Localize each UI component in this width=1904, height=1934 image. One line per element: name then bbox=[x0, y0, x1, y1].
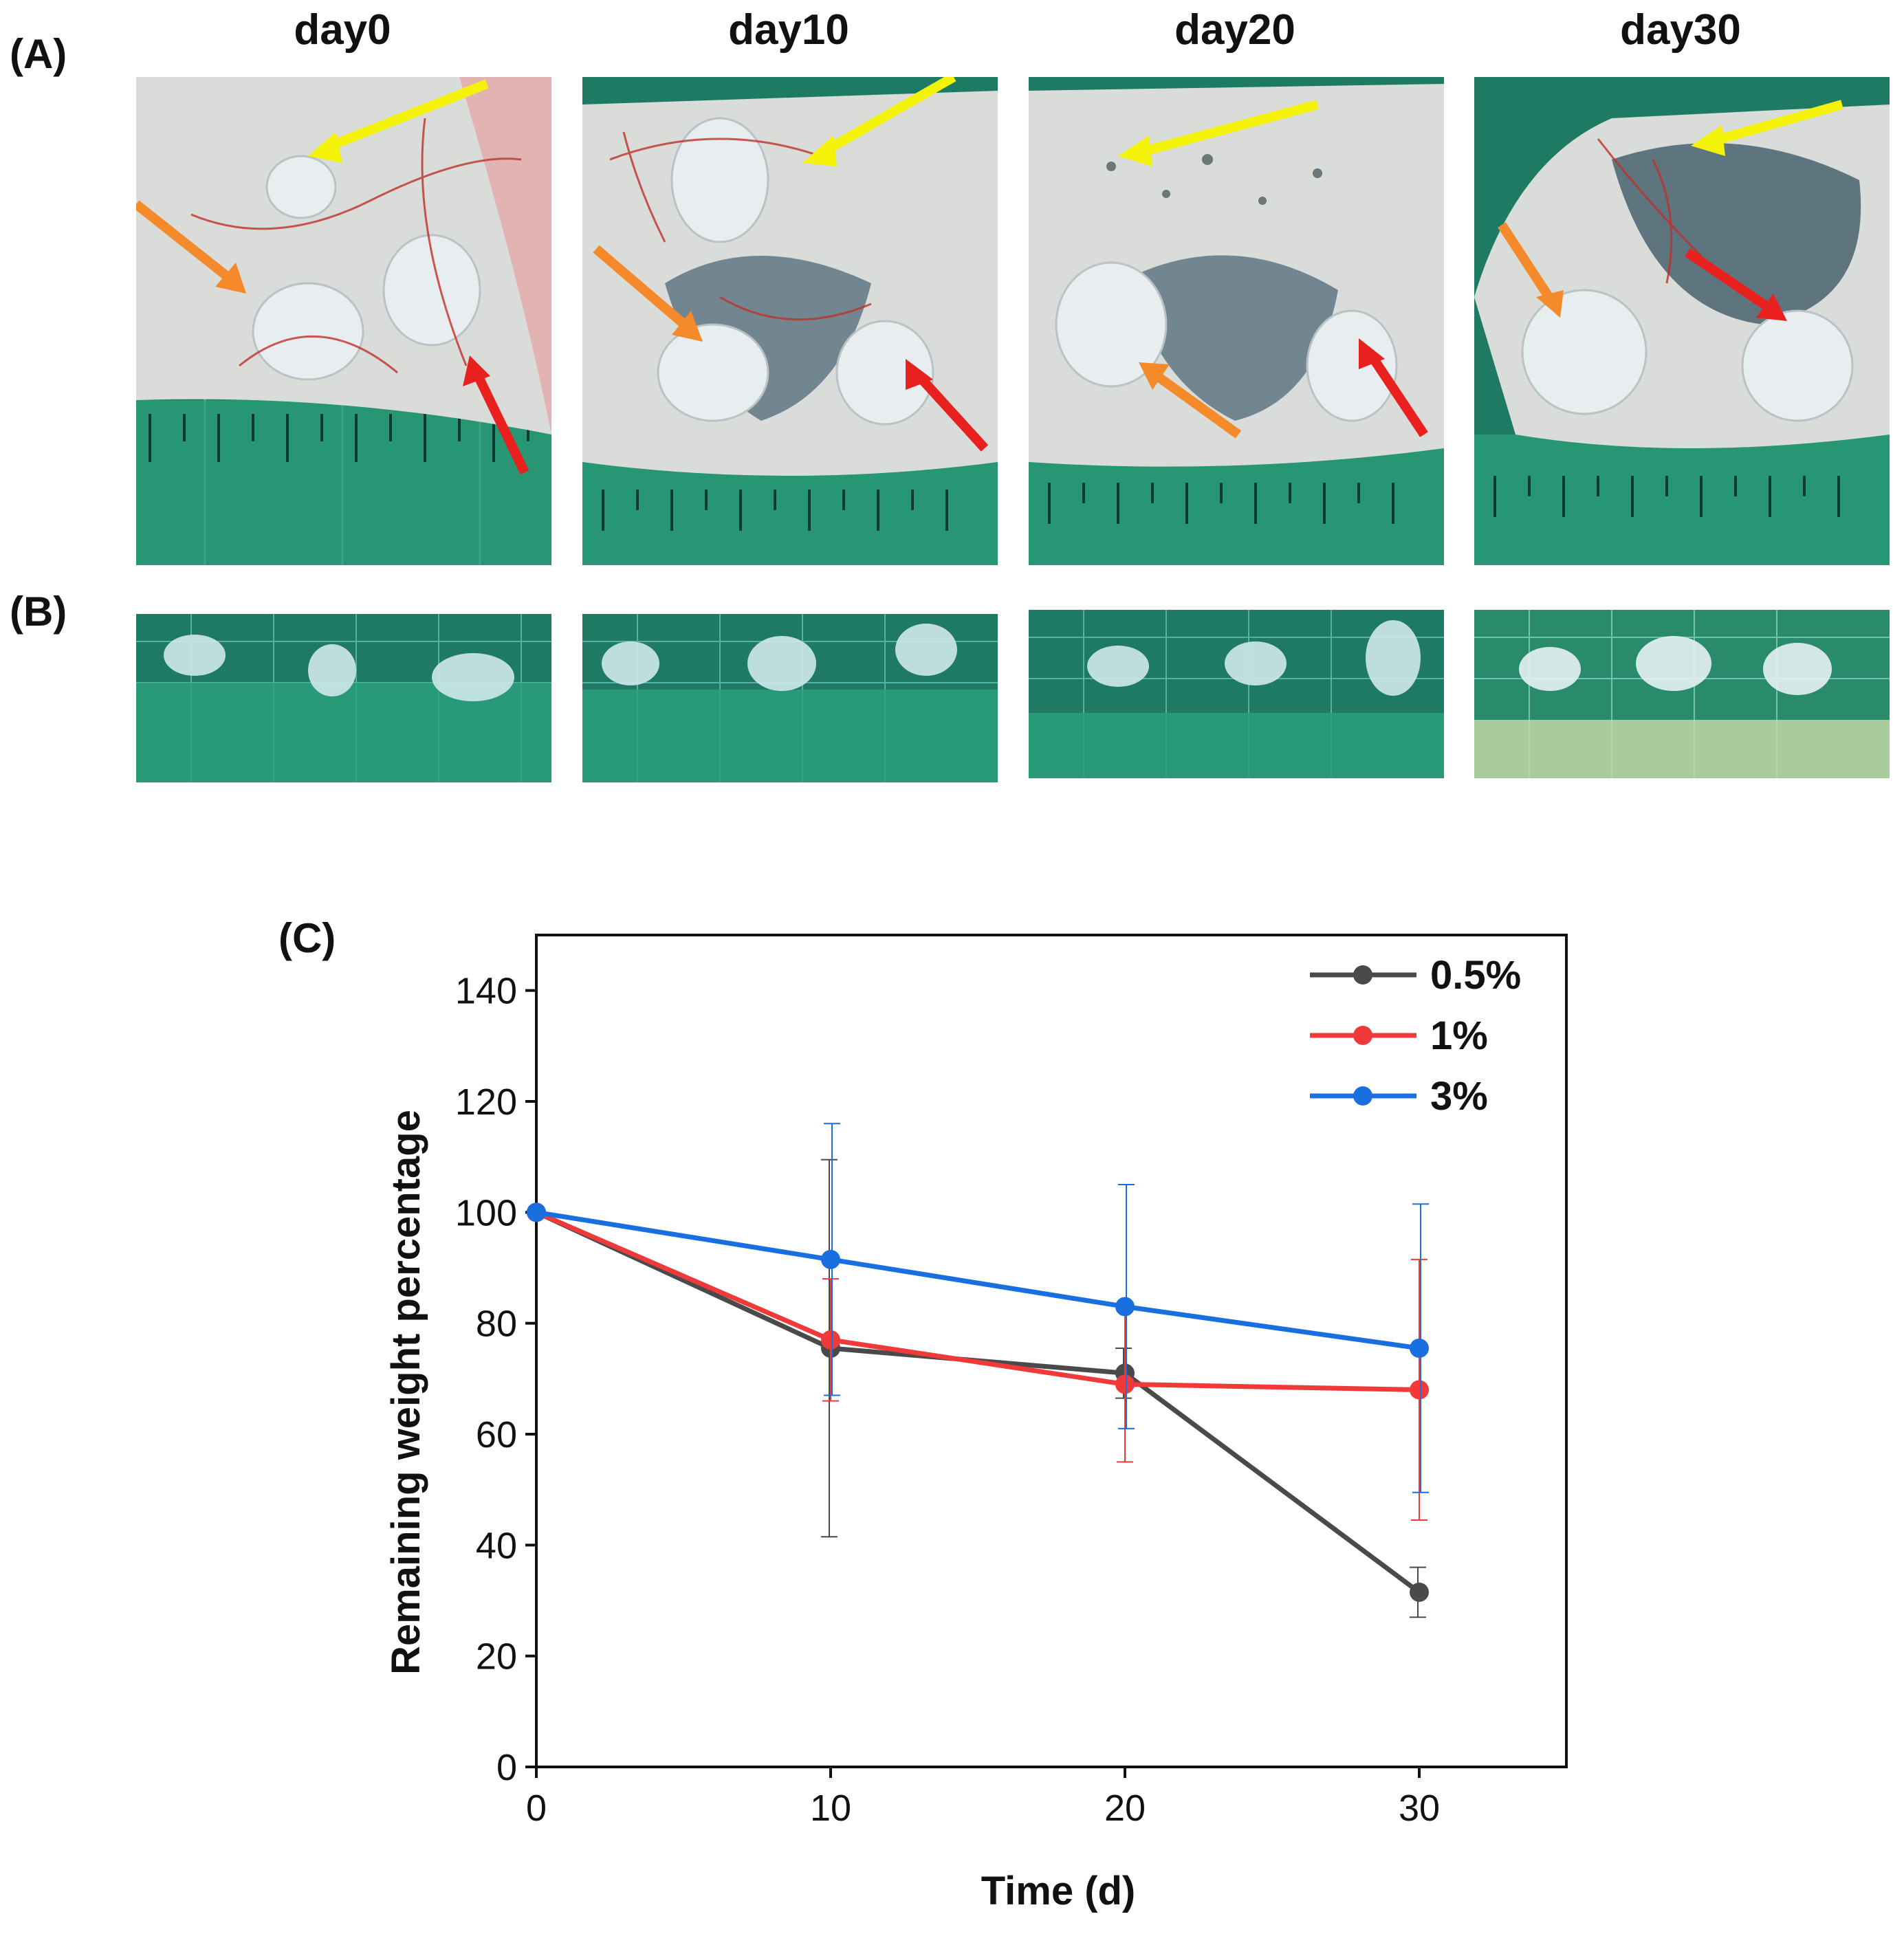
data-point bbox=[527, 1202, 546, 1222]
legend-marker bbox=[1353, 965, 1372, 985]
legend-label: 1% bbox=[1430, 1013, 1488, 1058]
day-title-10: day10 bbox=[728, 6, 849, 54]
tissue-photo-day30 bbox=[1474, 77, 1890, 565]
data-point bbox=[1410, 1582, 1429, 1602]
line-chart: 0 20 40 60 80 100 120 140 0 10 20 30 Time (d) Remaini… bbox=[384, 934, 1568, 1913]
y-tick-label: 80 bbox=[476, 1304, 517, 1345]
series-line-1% bbox=[535, 1210, 1420, 1392]
y-axis-title: Remaining weight percentage bbox=[384, 1110, 428, 1675]
gel-photo-day0 bbox=[136, 614, 551, 782]
data-point bbox=[821, 1330, 840, 1350]
day-title-30: day30 bbox=[1620, 6, 1741, 54]
y-tick-label: 100 bbox=[455, 1192, 517, 1233]
tissue-illustration bbox=[136, 77, 551, 565]
panel-a-label: (A) bbox=[10, 31, 67, 77]
gel-photo-day30 bbox=[1474, 610, 1890, 778]
legend-label: 0.5% bbox=[1430, 953, 1521, 998]
data-point bbox=[1410, 1380, 1429, 1400]
tissue-photo-day10 bbox=[582, 77, 998, 565]
y-tick-label: 40 bbox=[476, 1525, 517, 1566]
gel-illustration bbox=[1474, 610, 1890, 778]
y-tick-label: 60 bbox=[476, 1414, 517, 1455]
gel-illustration bbox=[1029, 610, 1444, 778]
x-axis-title: Time (d) bbox=[981, 1869, 1136, 1913]
y-tick-label: 20 bbox=[476, 1636, 517, 1678]
day-title-20: day20 bbox=[1174, 6, 1295, 54]
x-tick-label: 10 bbox=[810, 1788, 851, 1829]
data-point bbox=[1115, 1374, 1135, 1394]
tissue-photo-day20 bbox=[1029, 77, 1444, 565]
legend-marker bbox=[1353, 1026, 1372, 1045]
tissue-illustration bbox=[1474, 77, 1890, 565]
panel-b-label: (B) bbox=[10, 589, 67, 635]
legend-label: 3% bbox=[1430, 1074, 1488, 1119]
series-line-3% bbox=[536, 1209, 1420, 1351]
gel-photo-day20 bbox=[1029, 610, 1444, 778]
tissue-illustration bbox=[1029, 77, 1444, 565]
tissue-illustration bbox=[582, 77, 998, 565]
day-title-0: day0 bbox=[294, 6, 391, 54]
data-point bbox=[821, 1249, 840, 1269]
legend-marker bbox=[1353, 1086, 1372, 1106]
panel-c-label: (C) bbox=[278, 915, 336, 961]
data-point bbox=[1115, 1297, 1135, 1317]
x-tick-label: 30 bbox=[1399, 1788, 1440, 1829]
y-tick-label: 0 bbox=[496, 1747, 517, 1788]
y-tick-label: 120 bbox=[455, 1081, 517, 1123]
x-tick-label: 20 bbox=[1104, 1788, 1146, 1829]
gel-photo-day10 bbox=[582, 614, 998, 782]
gel-illustration bbox=[582, 614, 998, 782]
x-tick-label: 0 bbox=[526, 1788, 547, 1829]
gel-illustration bbox=[136, 614, 551, 782]
data-point bbox=[1410, 1338, 1429, 1358]
plot-frame bbox=[535, 934, 1568, 1768]
tissue-photo-day0 bbox=[136, 77, 551, 565]
y-tick-label: 140 bbox=[455, 971, 517, 1012]
